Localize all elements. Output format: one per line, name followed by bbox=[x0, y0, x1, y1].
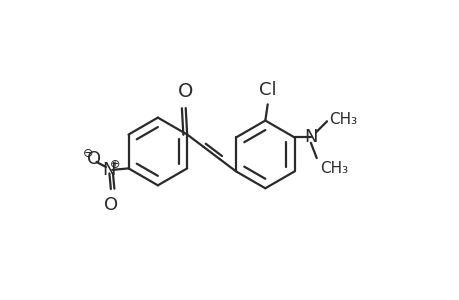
Text: N: N bbox=[102, 161, 116, 179]
Text: O: O bbox=[104, 196, 118, 214]
Text: N: N bbox=[303, 128, 317, 146]
Text: O: O bbox=[87, 150, 101, 168]
Text: ⊖: ⊖ bbox=[83, 148, 93, 160]
Text: Cl: Cl bbox=[258, 81, 276, 99]
Text: CH₃: CH₃ bbox=[319, 161, 347, 176]
Text: O: O bbox=[178, 82, 193, 101]
Text: ⊕: ⊕ bbox=[109, 158, 120, 171]
Text: CH₃: CH₃ bbox=[329, 112, 357, 127]
